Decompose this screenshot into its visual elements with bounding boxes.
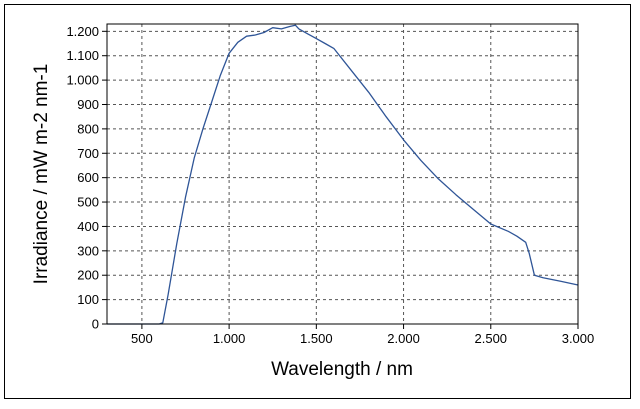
plot-border [106, 23, 579, 325]
y-tick-label: 500 [77, 195, 99, 210]
y-tick-label: 1.200 [66, 24, 99, 39]
x-tick-label: 500 [131, 331, 153, 346]
series-line-0 [107, 24, 579, 325]
series-group [107, 24, 579, 325]
y-tick-label: 600 [77, 170, 99, 185]
y-tick-label: 300 [77, 243, 99, 258]
x-tick-label: 3.000 [562, 331, 595, 346]
grid-lines [107, 24, 578, 324]
plot-area [107, 24, 578, 324]
x-tick-label: 2.500 [475, 331, 508, 346]
x-axis-title: Wavelength / nm [271, 359, 413, 380]
y-tick-label: 200 [77, 268, 99, 283]
y-tick-labels: 0 100 200 300 400 500 600 700 800 900 1.000 1.100 1.… [66, 24, 99, 332]
x-tick-label: 2.000 [387, 331, 420, 346]
y-tick-label: 100 [77, 292, 99, 307]
y-tick-label: 400 [77, 219, 99, 234]
y-tick-label: 900 [77, 97, 99, 112]
y-tick-label: 0 [92, 317, 99, 332]
x-tick-labels: 500 1.000 1.500 2.000 2.500 3.000 [131, 331, 594, 346]
y-tick-label: 1.100 [66, 48, 99, 63]
y-tick-label: 800 [77, 121, 99, 136]
y-tick-label: 1.000 [66, 73, 99, 88]
y-axis-title: Irradiance / mW m-2 nm-1 [31, 64, 52, 285]
y-tick-label: 700 [77, 146, 99, 161]
x-tick-label: 1.500 [300, 331, 333, 346]
tick-marks [102, 30, 579, 329]
x-tick-label: 1.000 [213, 331, 246, 346]
